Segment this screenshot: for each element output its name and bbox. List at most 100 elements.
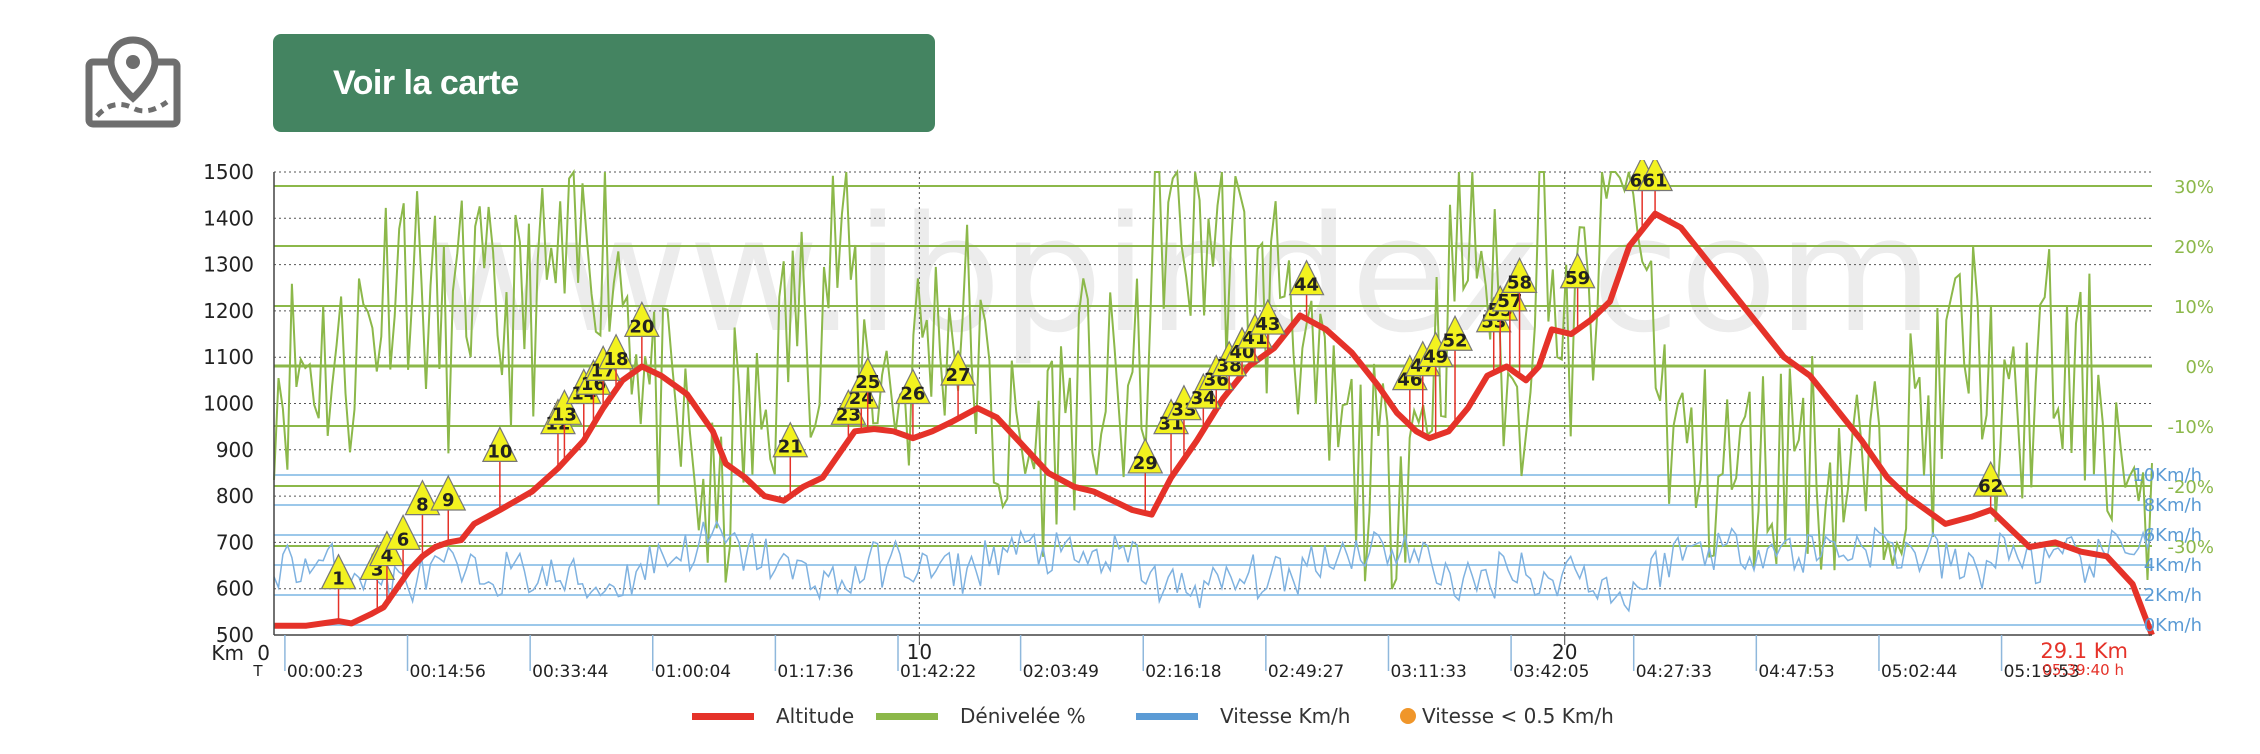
waypoint-label: 26 xyxy=(900,384,925,405)
waypoint-label: 27 xyxy=(946,365,971,386)
waypoint-triangle xyxy=(546,388,583,425)
waypoint-markers: 1346891012131416171820212324252627293133… xyxy=(320,160,2009,622)
waypoint-label: 4 xyxy=(381,546,394,567)
time-tick-label: 01:00:04 xyxy=(655,662,731,682)
waypoint-label: 1 xyxy=(332,569,345,590)
waypoint-marker: 8 xyxy=(404,479,441,557)
x-major-tick-label: 10 xyxy=(907,640,932,664)
waypoint-label: 43 xyxy=(1255,314,1280,335)
waypoint-marker: 27 xyxy=(940,349,977,419)
waypoint-triangle xyxy=(1972,460,2009,497)
time-tick-label: 02:03:49 xyxy=(1023,662,1099,682)
time-tick-label: 03:11:33 xyxy=(1390,662,1466,682)
waypoint-triangle xyxy=(430,474,467,511)
legend-label-speed: Vitesse Km/h xyxy=(1220,704,1351,728)
waypoint-triangle xyxy=(849,356,886,393)
axes: 5006007008009001000110012001300140015003… xyxy=(203,160,2214,682)
waypoint-label: 62 xyxy=(1978,476,2003,497)
time-tick-label: 04:27:33 xyxy=(1636,662,1712,682)
waypoint-marker: 26 xyxy=(894,368,931,439)
waypoint-label: 61 xyxy=(1643,171,1668,192)
altitude-series xyxy=(274,210,2155,637)
y-left-tick-label: 1300 xyxy=(203,253,254,277)
legend-item-altitude: Altitude xyxy=(692,704,854,728)
waypoint-label: 21 xyxy=(778,437,803,458)
waypoint-marker: 20 xyxy=(623,301,660,367)
waypoint-marker: 52 xyxy=(1437,314,1473,424)
waypoint-label: 18 xyxy=(604,349,629,370)
waypoint-marker: 58 xyxy=(1501,257,1538,376)
x-unit-label: Km xyxy=(211,641,244,665)
y-left-tick-label: 900 xyxy=(216,438,254,462)
y-right-slope-tick-label: 10% xyxy=(2174,297,2214,318)
y-left-tick-label: 1100 xyxy=(203,345,254,369)
waypoint-label: 49 xyxy=(1423,346,1448,367)
speed-series xyxy=(273,519,2153,613)
waypoint-marker: 57 xyxy=(1491,275,1528,369)
waypoint-triangle xyxy=(894,368,931,405)
waypoint-triangle xyxy=(1249,298,1286,335)
y-right-slope-tick-label: 0% xyxy=(2185,357,2214,378)
y-right-slope-tick-label: -10% xyxy=(2167,417,2214,438)
waypoint-triangle xyxy=(623,301,660,337)
waypoint-triangle xyxy=(1437,314,1473,351)
y-right-slope-tick-label: -20% xyxy=(2167,477,2214,498)
waypoint-triangle xyxy=(772,421,809,458)
y-right-speed-tick-label: 6Km/h xyxy=(2144,525,2202,546)
time-tick-label: 00:33:44 xyxy=(532,662,608,682)
waypoint-label: 44 xyxy=(1294,275,1319,296)
waypoint-triangle xyxy=(1559,252,1596,289)
waypoint-label: 10 xyxy=(487,441,512,462)
waypoint-triangle xyxy=(1288,259,1325,296)
waypoint-label: 59 xyxy=(1565,268,1590,289)
waypoint-label: 25 xyxy=(855,372,880,393)
y-right-speed-tick-label: 10Km/h xyxy=(2132,465,2202,486)
y-right-speed-tick-label: 4Km/h xyxy=(2144,555,2202,576)
waypoint-marker: 18 xyxy=(598,333,635,390)
waypoint-triangle xyxy=(1501,257,1538,293)
legend-label-stop: Vitesse < 0.5 Km/h xyxy=(1422,704,1614,728)
map-button[interactable]: Voir la carte xyxy=(273,34,935,132)
time-tick-label: 02:16:18 xyxy=(1145,662,1221,682)
y-right-speed-tick-label: 8Km/h xyxy=(2144,495,2202,516)
map-pin-icon[interactable] xyxy=(83,32,183,132)
legend-dot-stop xyxy=(1400,708,1416,724)
waypoint-marker: 13 xyxy=(546,388,583,462)
y-left-tick-label: 1400 xyxy=(203,206,254,230)
time-tick-label: 01:42:22 xyxy=(900,662,976,682)
waypoint-marker: 62 xyxy=(1972,460,2009,510)
time-tick-label: 00:00:23 xyxy=(287,662,363,682)
waypoint-marker: 6 xyxy=(385,514,422,580)
waypoint-marker: 59 xyxy=(1559,252,1596,330)
legend-item-speed: Vitesse Km/h xyxy=(1136,704,1350,728)
waypoint-triangle xyxy=(940,349,977,386)
waypoint-label: 58 xyxy=(1507,272,1532,293)
legend-label-altitude: Altitude xyxy=(776,704,855,728)
y-right-slope-tick-label: 30% xyxy=(2174,177,2214,198)
waypoint-label: 52 xyxy=(1442,330,1467,351)
waypoint-marker: 1 xyxy=(320,553,357,622)
waypoint-triangle xyxy=(320,553,357,590)
waypoint-label: 23 xyxy=(836,404,861,425)
legend-item-slope: Dénivelée % xyxy=(876,704,1086,728)
y-left-tick-label: 1000 xyxy=(203,392,254,416)
waypoint-marker: 25 xyxy=(849,356,886,430)
waypoint-label: 8 xyxy=(416,495,429,516)
time-tick-label: 02:49:27 xyxy=(1268,662,1344,682)
waypoint-triangle xyxy=(385,514,422,550)
time-tick-label: 00:14:56 xyxy=(410,662,486,682)
legend-swatch-speed xyxy=(1136,712,1198,720)
waypoint-label: 9 xyxy=(442,490,455,511)
waypoint-marker: 43 xyxy=(1249,298,1286,353)
waypoint-triangle xyxy=(598,333,635,370)
waypoint-label: 20 xyxy=(629,316,654,337)
elevation-profile-chart: www.ibpindex.com 13468910121314161718202… xyxy=(203,160,2214,682)
y-left-tick-label: 800 xyxy=(216,484,254,508)
waypoint-label: 34 xyxy=(1191,388,1216,409)
time-tick-label: 03:42:05 xyxy=(1513,662,1589,682)
y-right-slope-tick-label: -30% xyxy=(2167,537,2214,558)
legend: Altitude Dénivelée % Vitesse Km/h Vitess… xyxy=(0,700,2260,740)
waypoint-triangle xyxy=(404,479,441,516)
waypoint-triangle xyxy=(1127,437,1164,474)
x-major-tick-label: 20 xyxy=(1552,640,1577,664)
